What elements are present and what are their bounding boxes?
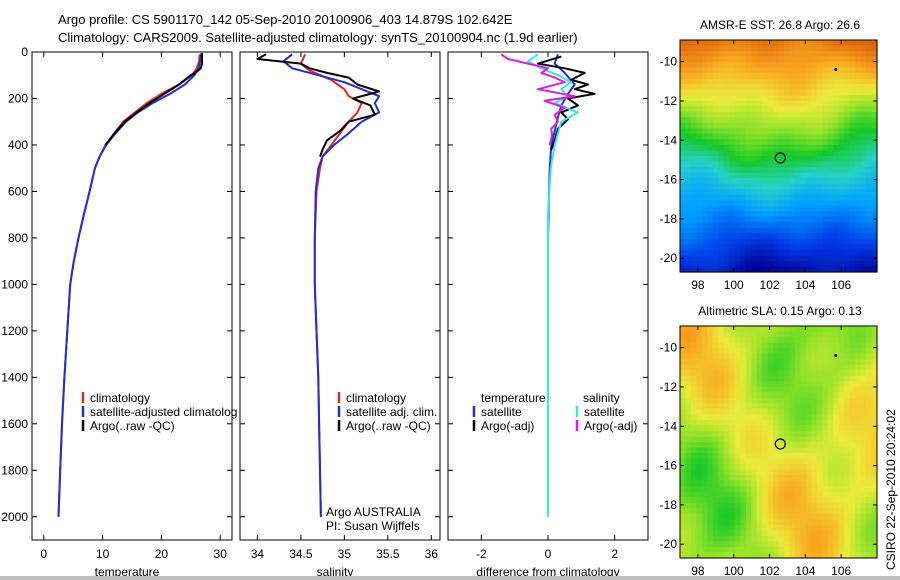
temperature-xtick-label: 30 [214,547,228,561]
sla-map-argo-marker [774,438,786,450]
bottom-scrollbar [0,576,900,580]
depth-tick-label: 1800 [1,463,28,477]
sla-map-ytick-label: -16 [660,459,678,473]
difference-xtick-label: -2 [476,547,487,561]
legend-header-salinity: salinity [583,391,620,405]
depth-tick-label: 1000 [1,277,28,291]
salinity-xtick-label: 35 [338,547,352,561]
difference-xtick-label: 0 [545,547,552,561]
salinity-series-0 [299,53,363,517]
legend-entry: climatology [90,391,150,405]
sst-map-ytick-label: -12 [660,94,678,108]
sst-map-ytick-label: -18 [660,212,678,226]
sla-map-xtick-label: 104 [795,564,815,578]
depth-tick-label: 1400 [1,370,28,384]
sst-map-xtick-label: 98 [691,278,705,292]
salinity-xtick-label: 34 [251,547,265,561]
sst-map-ytick-label: -14 [660,133,678,147]
legend-entry: satellite-adjusted climatolog [90,405,237,419]
sla-map-ytick-label: -20 [660,537,678,551]
sst-map-ytick-label: -16 [660,173,678,187]
sla-map-track-point [834,353,838,357]
sst-map-title: AMSR-E SST: 26.8 Argo: 26.6 [699,18,861,32]
legend-entry: climatology [346,391,406,405]
sst-map-ytick-label: -10 [660,55,678,69]
sla-map-xtick-label: 106 [831,564,851,578]
depth-tick-label: 400 [8,138,28,152]
temperature-xlabel: temperature [95,565,160,579]
depth-tick-label: 0 [21,45,28,59]
depth-tick-label: 800 [8,231,28,245]
legend-entry: satellite adj. clim. [346,405,437,419]
legend-entry: Argo(-adj) [481,419,534,433]
legend-entry: Argo(..raw -QC) [90,419,175,433]
temperature-series-0 [57,54,201,517]
sla-map-title: Altimetric SLA: 0.15 Argo: 0.13 [698,304,862,318]
sst-map-xtick-label: 100 [724,278,744,292]
salinity-xtick-label: 36 [425,547,439,561]
sst-map-xtick-label: 106 [831,278,851,292]
sla-map-ytick-label: -12 [660,380,678,394]
depth-tick-label: 200 [8,91,28,105]
sla-map-ytick-label: -18 [660,498,678,512]
salinity-xtick-label: 35.5 [376,547,400,561]
depth-tick-label: 1600 [1,417,28,431]
figure-title-line-2: Climatology: CARS2009. Satellite-adjuste… [58,30,578,45]
legend-header-temperature: temperature [481,391,546,405]
sst-map-xtick-label: 102 [760,278,780,292]
sst-map-argo-marker [774,152,786,164]
sst-map-raster [680,40,878,273]
sla-map-ytick-label: -14 [660,419,678,433]
depth-tick-label: 600 [8,184,28,198]
difference-series-3 [500,53,576,146]
legend-entry: Argo(..raw -QC) [346,419,431,433]
sla-map-xtick-label: 98 [691,564,705,578]
sla-map-xtick-label: 102 [760,564,780,578]
temperature-series-1 [57,53,203,517]
legend-entry: satellite [584,405,625,419]
platform-annotation: Argo AUSTRALIA [326,505,421,519]
sla-map-ytick-label: -10 [660,341,678,355]
sla-map-xtick-label: 100 [724,564,744,578]
salinity-xtick-label: 34.5 [289,547,313,561]
salinity-xlabel: salinity [317,565,354,579]
salinity-series-2 [256,53,381,157]
sla-map-frame [679,325,878,559]
difference-series-1 [537,55,596,150]
pi-annotation: PI: Susan Wijffels [326,519,420,533]
temperature-xtick-label: 20 [155,547,169,561]
figure-title-line-1: Argo profile: CS 5901170_142 05-Sep-2010… [58,12,513,27]
salinity-series-1 [282,53,381,517]
temperature-xtick-label: 10 [96,547,110,561]
sst-map-track-point [834,67,838,71]
sst-map-xtick-label: 104 [795,278,815,292]
legend-entry: satellite [481,405,522,419]
temperature-xtick-label: 0 [40,547,47,561]
difference-series-2 [527,53,579,517]
temperature-series-2 [104,53,203,146]
legend-entry: Argo(-adj) [584,419,637,433]
temperature-frame [31,51,233,541]
depth-tick-label: 1200 [1,324,28,338]
depth-tick-label: 2000 [1,510,28,524]
difference-xtick-label: 2 [611,547,618,561]
salinity-frame [239,51,441,541]
sst-map-frame [679,39,878,273]
sla-map-raster [680,326,878,559]
difference-xlabel: difference from climatology [476,565,619,579]
sst-map-ytick-label: -20 [660,251,678,265]
